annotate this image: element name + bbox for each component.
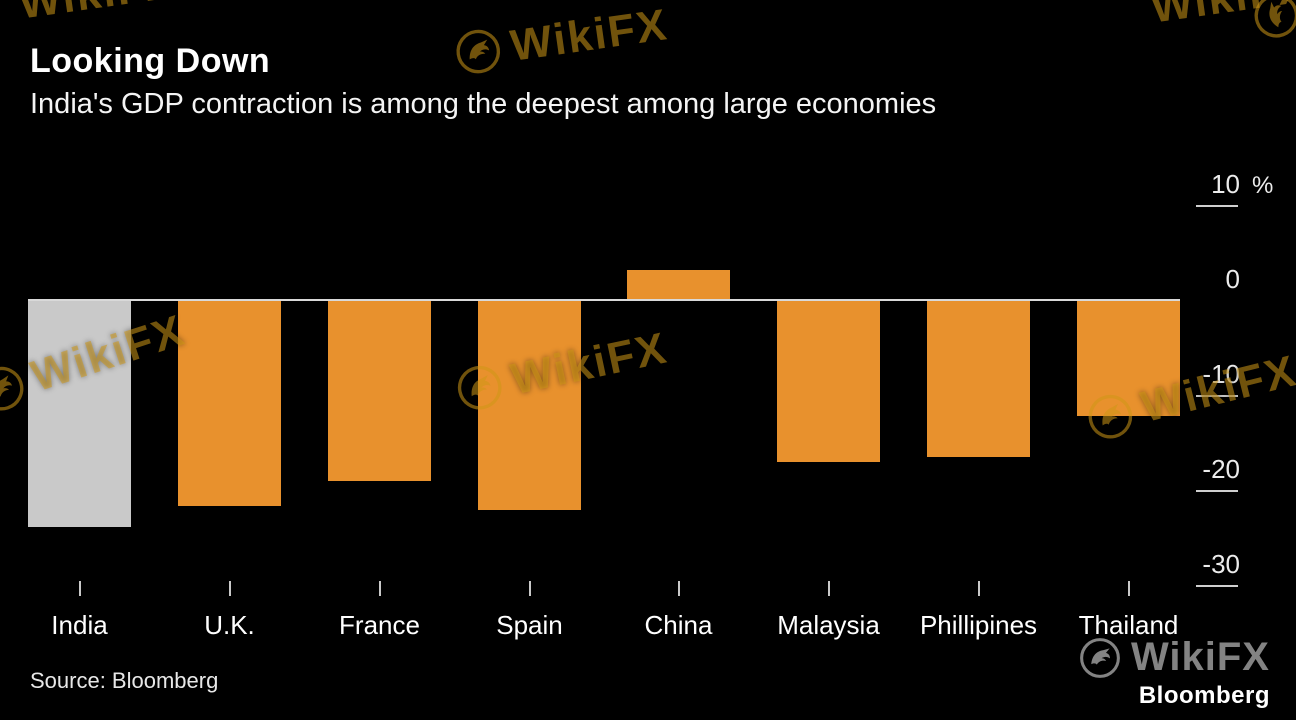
- wikifx-lion-icon: [452, 26, 504, 78]
- category-label-thailand: Thailand: [1078, 610, 1179, 640]
- wikifx-watermark: WikiFX: [16, 0, 180, 30]
- wikifx-watermark: WikiFX: [1244, 0, 1296, 47]
- x-axis-tick: [677, 581, 680, 596]
- y-axis-label: -30: [1202, 549, 1240, 579]
- y-axis-label: 10%: [1211, 169, 1274, 199]
- wikifx-logo-text: WikiFX: [1131, 635, 1270, 679]
- x-axis-tick: [78, 581, 81, 596]
- bar-india: [28, 300, 131, 527]
- zero-baseline: [28, 299, 1180, 301]
- y-axis: 10% 0 -10 -20 -30: [1194, 169, 1294, 587]
- wikifx-watermark-text: WikiFX: [1148, 0, 1296, 34]
- category-label-spain: Spain: [496, 610, 563, 640]
- chart-subtitle: India's GDP contraction is among the dee…: [30, 88, 937, 120]
- category-label-france: France: [339, 610, 420, 640]
- wikifx-lion-icon: [0, 360, 31, 418]
- chart-title: Looking Down: [30, 42, 271, 80]
- y-axis-label: -10: [1202, 359, 1240, 389]
- plot-area: [28, 205, 1180, 596]
- bar-uk: [178, 300, 281, 506]
- bar-malaysia: [777, 300, 880, 462]
- bloomberg-logo: Bloomberg: [1138, 682, 1270, 709]
- wikifx-lion-icon: [1246, 0, 1296, 46]
- wikifx-watermark: WikiFX: [452, 0, 671, 79]
- x-axis-tick: [1127, 581, 1130, 596]
- wikifx-watermark-text: WikiFX: [507, 0, 672, 71]
- x-axis-tick: [827, 581, 830, 596]
- x-axis-tick: [378, 581, 381, 596]
- wikifx-watermark-text: WikiFX: [16, 0, 180, 30]
- x-axis-tick: [528, 581, 531, 596]
- wikifx-logo: WikiFX: [1079, 635, 1270, 680]
- x-axis-tick: [977, 581, 980, 596]
- bar-france: [328, 300, 431, 481]
- y-axis-label: -20: [1202, 454, 1240, 484]
- wikifx-watermark: WikiFX: [1148, 0, 1296, 34]
- y-axis-tick: [1196, 205, 1238, 207]
- y-axis-tick: [1196, 585, 1238, 587]
- bar-china: [627, 270, 730, 300]
- category-label-china: China: [644, 610, 713, 640]
- brand-block: WikiFX Bloomberg: [1079, 635, 1270, 710]
- y-axis-unit: %: [1252, 172, 1274, 199]
- source-label: Source: Bloomberg: [30, 668, 219, 693]
- category-label-phillipines: Phillipines: [919, 610, 1038, 640]
- y-axis-label: 0: [1225, 264, 1240, 294]
- wikifx-lion-icon: [1079, 637, 1121, 679]
- x-axis-labels: India U.K. France Spain China Malaysia Phillip…: [28, 610, 1180, 646]
- bar-spain: [478, 300, 581, 510]
- category-label-india: India: [51, 610, 108, 640]
- category-label-malaysia: Malaysia: [777, 610, 880, 640]
- y-axis-tick: [1196, 490, 1238, 492]
- y-axis-tick: [1196, 395, 1238, 397]
- bar-thailand: [1077, 300, 1180, 416]
- x-axis-tick: [228, 581, 231, 596]
- category-label-uk: U.K.: [204, 610, 255, 640]
- bar-phillipines: [927, 300, 1030, 457]
